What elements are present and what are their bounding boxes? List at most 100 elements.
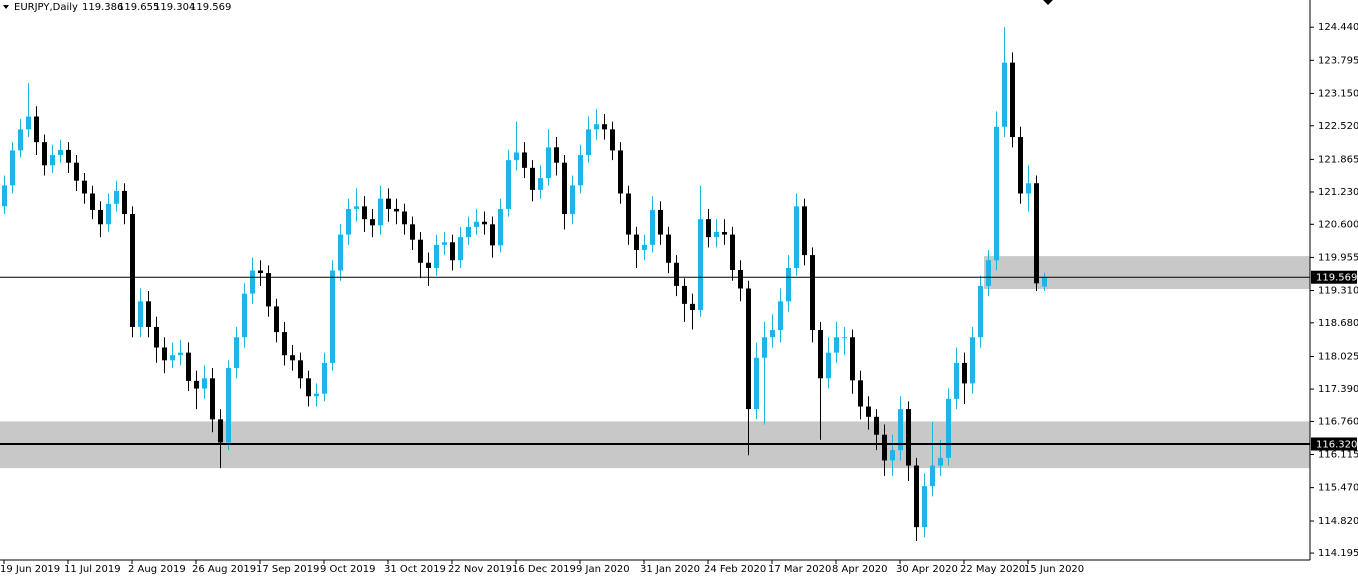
shift-marker xyxy=(1043,0,1053,5)
candle-body xyxy=(90,193,95,210)
candle-body xyxy=(530,167,535,190)
candle-body xyxy=(178,352,183,356)
y-tick-label: 116.760 xyxy=(1318,416,1358,427)
candle-body xyxy=(506,160,511,209)
candle-body xyxy=(418,239,423,263)
candle-body xyxy=(770,330,775,338)
candle-body xyxy=(738,269,743,289)
candle-body xyxy=(434,244,439,268)
candle-body xyxy=(122,190,127,215)
menu-arrow[interactable] xyxy=(3,5,9,9)
candle-body xyxy=(250,270,255,294)
candle-body xyxy=(954,362,959,399)
candle-body xyxy=(842,337,847,339)
low-value: 119.304 xyxy=(154,2,195,13)
candle-body xyxy=(1018,137,1023,194)
candle-body xyxy=(162,347,167,361)
x-tick-label: 8 Apr 2020 xyxy=(832,564,887,575)
candle-body xyxy=(42,142,47,166)
candle-body xyxy=(618,150,623,194)
candle-body xyxy=(850,337,855,381)
candle-body xyxy=(722,232,727,235)
candle-body xyxy=(466,226,471,238)
y-tick-label: 123.795 xyxy=(1318,55,1358,66)
candle-body xyxy=(346,208,351,235)
candle-body xyxy=(306,378,311,397)
candle-body xyxy=(338,234,343,271)
candle-body xyxy=(570,185,575,215)
y-tick-label: 119.955 xyxy=(1318,252,1358,263)
y-tick-label: 121.865 xyxy=(1318,154,1358,165)
candle-body xyxy=(682,285,687,304)
x-tick-label: 22 May 2020 xyxy=(960,564,1025,575)
candle-body xyxy=(146,301,151,327)
candle-body xyxy=(322,362,327,394)
candle-body xyxy=(458,237,463,261)
candle-body xyxy=(866,406,871,417)
candle-body xyxy=(690,303,695,311)
price-label: 116.320 xyxy=(1316,439,1357,450)
candle-body xyxy=(154,326,159,348)
candle-body xyxy=(18,129,23,151)
candle-body xyxy=(970,337,975,384)
x-tick-label: 17 Mar 2020 xyxy=(768,564,831,575)
candle-body xyxy=(274,306,279,333)
y-tick-label: 119.310 xyxy=(1318,286,1358,297)
candle-body xyxy=(202,378,207,389)
candle-body xyxy=(650,209,655,245)
candle-body xyxy=(186,352,191,381)
candle-body xyxy=(546,147,551,179)
close-value: 119.569 xyxy=(190,2,231,13)
zone xyxy=(984,256,1310,289)
x-tick-label: 11 Jul 2019 xyxy=(64,564,121,575)
candle-body xyxy=(522,152,527,168)
candle-body xyxy=(906,409,911,466)
x-tick-label: 9 Oct 2019 xyxy=(320,564,375,575)
candle-body xyxy=(474,221,479,227)
candle-body xyxy=(778,301,783,331)
candle-body xyxy=(898,409,903,451)
candle-body xyxy=(1034,183,1039,284)
y-tick-label: 114.195 xyxy=(1318,548,1358,559)
y-tick-label: 121.230 xyxy=(1318,187,1358,198)
candle-body xyxy=(314,393,319,397)
candle-body xyxy=(746,288,751,410)
candle-body xyxy=(218,419,223,443)
candle-body xyxy=(930,465,935,487)
candle-body xyxy=(1002,62,1007,127)
y-tick-label: 118.025 xyxy=(1318,351,1358,362)
y-tick-label: 117.390 xyxy=(1318,384,1358,395)
x-tick-label: 2 Aug 2019 xyxy=(128,564,186,575)
candle-body xyxy=(666,234,671,263)
x-tick-label: 9 Jan 2020 xyxy=(576,564,630,575)
candle-body xyxy=(1026,183,1031,194)
x-tick-label: 16 Dec 2019 xyxy=(512,564,576,575)
candle-body xyxy=(602,124,607,130)
candle-body xyxy=(282,332,287,356)
candle-body xyxy=(562,162,567,215)
candle-body xyxy=(586,129,591,156)
x-tick-label: 31 Oct 2019 xyxy=(384,564,446,575)
x-tick-label: 26 Aug 2019 xyxy=(192,564,256,575)
candle-body xyxy=(818,330,823,379)
candle-body xyxy=(642,244,647,250)
candle-body xyxy=(754,357,759,410)
candle-body xyxy=(794,206,799,268)
candle-body xyxy=(354,206,359,209)
candle-body xyxy=(50,155,55,166)
candle-body xyxy=(962,362,967,384)
candle-body xyxy=(226,368,231,443)
candle-body xyxy=(890,450,895,461)
symbol-title: EURJPY,Daily xyxy=(14,2,78,13)
price-label-box xyxy=(1311,437,1357,451)
candle-body xyxy=(34,116,39,143)
candle-body xyxy=(386,198,391,209)
candle-body xyxy=(874,416,879,435)
x-tick-label: 19 Jun 2019 xyxy=(0,564,60,575)
candle-body xyxy=(138,301,143,327)
candle-body xyxy=(626,193,631,235)
candle-body xyxy=(674,262,679,286)
candle-body xyxy=(730,234,735,270)
candle-body xyxy=(610,129,615,151)
